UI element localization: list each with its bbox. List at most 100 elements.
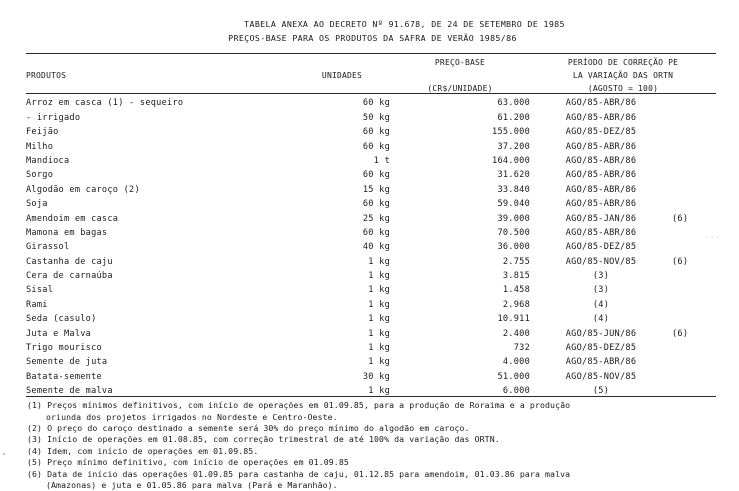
footnote-line: (5) Preço mínimo definitivo, com início … bbox=[27, 457, 349, 468]
cell-produto: Rami bbox=[26, 299, 48, 310]
cell-unidade: 60 kg bbox=[362, 199, 390, 210]
cell-unidade: 60 kg bbox=[362, 98, 390, 109]
table-row: Seda (casulo) 1 kg 10.911 (4) bbox=[26, 310, 716, 324]
cell-periodo: (4) bbox=[530, 295, 716, 310]
price-table: PREÇO-BASE PERÍODO DE CORREÇÃO PE PRODUT… bbox=[26, 54, 716, 93]
cell-preco: 51.000 bbox=[497, 371, 530, 382]
table-row: Sorgo 60 kg 31.620 AGO/85-ABR/86 bbox=[26, 166, 716, 180]
header-row-2: PRODUTOS UNIDADES LA VARIAÇÃO DAS ORTN bbox=[26, 67, 716, 80]
cell-unidade: 15 kg bbox=[362, 184, 390, 195]
cell-periodo: (5) bbox=[530, 382, 716, 396]
cell-preco: 31.620 bbox=[497, 170, 530, 181]
cell-periodo: AGO/85-ABR/86 bbox=[530, 180, 716, 195]
cell-preco: 61.200 bbox=[497, 112, 530, 123]
table-header: PREÇO-BASE PERÍODO DE CORREÇÃO PE PRODUT… bbox=[26, 54, 716, 93]
cell-periodo: (4) bbox=[530, 310, 716, 324]
cell-produto: Batata-semente bbox=[26, 371, 102, 382]
cell-produto: Sorgo bbox=[26, 170, 54, 181]
cell-unidade: 1 kg bbox=[368, 314, 390, 325]
document-title-block: TABELA ANEXA AO DECRETO Nº 91.678, DE 24… bbox=[0, 0, 739, 43]
table-bottom-rule bbox=[26, 396, 716, 398]
header-spacer-unidades bbox=[294, 54, 390, 67]
header-row-3: (CR$/UNIDADE) (AGOSTO = 100) bbox=[26, 80, 716, 93]
periodo-value: AGO/85-ABR/86 bbox=[565, 98, 637, 109]
footnote-line: (1) Preços mínimos definitivos, com iníc… bbox=[27, 400, 571, 411]
footnote-line: (3) Início de operações em 01.08.85, com… bbox=[27, 434, 500, 445]
cell-produto: - irrigado bbox=[26, 112, 81, 123]
table-row: Mamona em bagas 60 kg 70.500 AGO/85-ABR/86 bbox=[26, 224, 716, 238]
cell-produto: Semente de malva bbox=[26, 386, 113, 397]
table-row: Cera de carnaúba 1 kg 3.815 (3) bbox=[26, 267, 716, 281]
price-table-body: Arroz em casca (1) - sequeiro 60 kg 63.000… bbox=[26, 94, 716, 396]
cell-preco: 1.458 bbox=[502, 285, 530, 296]
table-row: Feijão 60 kg 155.000 AGO/85-DEZ/85 bbox=[26, 123, 716, 137]
periodo-value: AGO/85-DEZ/85 bbox=[565, 343, 637, 354]
cell-produto: Feijão bbox=[26, 127, 59, 138]
header-periodo-line2: LA VARIAÇÃO DAS ORTN bbox=[572, 71, 674, 80]
cell-unidade: 1 kg bbox=[368, 285, 390, 296]
cell-unidade: 1 t bbox=[373, 155, 390, 166]
table-row: Amendoim em casca 25 kg 39.000 AGO/85-JAN/8… bbox=[26, 209, 716, 224]
periodo-value: AGO/85-NOV/85 bbox=[565, 256, 637, 267]
scan-artifact-dot bbox=[3, 453, 5, 455]
cell-unidade: 60 kg bbox=[362, 227, 390, 238]
cell-preco: 155.000 bbox=[492, 127, 530, 138]
periodo-value: (5) bbox=[592, 386, 610, 397]
cell-produto: Amendoim em casca bbox=[26, 213, 119, 224]
periodo-value: AGO/85-ABR/86 bbox=[565, 357, 637, 368]
periodo-value: AGO/85-ABR/86 bbox=[565, 141, 637, 152]
cell-preco: 63.000 bbox=[497, 98, 530, 109]
cell-periodo: AGO/85-ABR/86 bbox=[530, 137, 716, 152]
cell-unidade: 60 kg bbox=[362, 127, 390, 138]
cell-produto: Mamona em bagas bbox=[26, 227, 108, 238]
table-row: Rami 1 kg 2.968 (4) bbox=[26, 295, 716, 310]
table-body: Arroz em casca (1) - sequeiro 60 kg 63.000… bbox=[26, 94, 716, 396]
cell-unidade: 1 kg bbox=[368, 271, 390, 282]
table-row: Milho 60 kg 37.200 AGO/85-ABR/86 bbox=[26, 137, 716, 152]
table-row: Juta e Malva 1 kg 2.400 AGO/85-JUN/86 (6) bbox=[26, 324, 716, 339]
cell-periodo: AGO/85-ABR/86 bbox=[530, 166, 716, 180]
table-row: Soja 60 kg 59.040 AGO/85-ABR/86 bbox=[26, 195, 716, 209]
cell-preco: 732 bbox=[513, 343, 530, 354]
periodo-value: AGO/85-ABR/86 bbox=[565, 227, 637, 238]
table-row: Sisal 1 kg 1.458 (3) bbox=[26, 281, 716, 295]
page-title: TABELA ANEXA AO DECRETO Nº 91.678, DE 24… bbox=[244, 19, 565, 29]
cell-periodo: AGO/85-ABR/86 bbox=[530, 195, 716, 209]
cell-unidade: 25 kg bbox=[362, 213, 390, 224]
periodo-value: AGO/85-JUN/86 bbox=[565, 328, 637, 339]
cell-preco: 70.500 bbox=[497, 227, 530, 238]
cell-preco: 37.200 bbox=[497, 141, 530, 152]
cell-unidade: 1 kg bbox=[368, 256, 390, 267]
cell-periodo: AGO/85-DEZ/85 bbox=[530, 339, 716, 353]
cell-periodo: AGO/85-JAN/86 (6) bbox=[530, 209, 716, 224]
periodo-footnote-ref: (6) bbox=[672, 213, 689, 224]
cell-periodo: (3) bbox=[530, 281, 716, 295]
cell-produto: Cera de carnaúba bbox=[26, 271, 113, 282]
cell-preco: 33.840 bbox=[497, 184, 530, 195]
table-row: Algodão em caroço (2) 15 kg 33.840 AGO/85-A… bbox=[26, 180, 716, 195]
periodo-value: AGO/85-ABR/86 bbox=[565, 112, 637, 123]
footnote-line-continuation: (Amazonas) e juta e 01.05.86 para malva … bbox=[46, 480, 338, 491]
footnotes: (1) Preços mínimos definitivos, com iníc… bbox=[27, 400, 739, 491]
cell-periodo: AGO/85-ABR/86 bbox=[530, 94, 716, 108]
cell-periodo: (3) bbox=[530, 267, 716, 281]
periodo-value: AGO/85-ABR/86 bbox=[565, 170, 637, 181]
page-subtitle: PREÇOS-BASE PARA OS PRODUTOS DA SAFRA DE… bbox=[228, 33, 517, 43]
cell-produto: Mandioca bbox=[26, 155, 70, 166]
periodo-value: AGO/85-DEZ/85 bbox=[565, 127, 637, 138]
cell-produto: Soja bbox=[26, 199, 48, 210]
cell-periodo: AGO/85-NOV/85 (6) bbox=[530, 252, 716, 267]
cell-unidade: 60 kg bbox=[362, 141, 390, 152]
cell-preco: 2.755 bbox=[502, 256, 530, 267]
table-row: Arroz em casca (1) - sequeiro 60 kg 63.000… bbox=[26, 94, 716, 108]
cell-periodo: AGO/85-ABR/86 bbox=[530, 108, 716, 123]
cell-periodo: AGO/85-DEZ/85 bbox=[530, 238, 716, 252]
table-row: Batata-semente 30 kg 51.000 AGO/85-NOV/85 bbox=[26, 367, 716, 382]
cell-produto: Algodão em caroço (2) bbox=[26, 184, 140, 195]
cell-preco: 164.000 bbox=[492, 155, 530, 166]
cell-produto: Milho bbox=[26, 141, 54, 152]
header-row-1: PREÇO-BASE PERÍODO DE CORREÇÃO PE bbox=[26, 54, 716, 67]
cell-produto: Girassol bbox=[26, 242, 70, 253]
periodo-value: AGO/85-ABR/86 bbox=[565, 184, 637, 195]
table-row: Trigo mourisco 1 kg 732 AGO/85-DEZ/85 bbox=[26, 339, 716, 353]
